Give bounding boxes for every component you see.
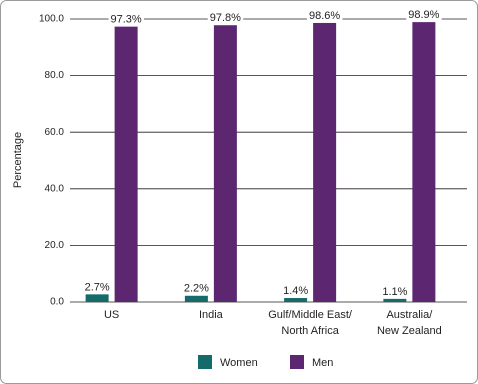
y-tick-label: 60.0 (45, 127, 65, 138)
legend-label: Men (312, 357, 333, 369)
bar (284, 298, 308, 302)
y-tick-label: 20.0 (45, 240, 65, 251)
value-label: 1.4% (283, 285, 308, 297)
x-tick-label: Australia/New Zealand (377, 309, 442, 337)
x-tick-label: India (199, 309, 224, 321)
label-background (82, 281, 112, 294)
x-tick-label: Gulf/Middle East/North Africa (268, 309, 353, 337)
legend-swatch (198, 355, 212, 369)
bar (412, 22, 436, 302)
y-tick-label: 40.0 (45, 183, 65, 194)
value-label: 98.6% (309, 10, 340, 22)
value-label: 2.7% (85, 281, 110, 293)
bar (313, 22, 337, 302)
label-background (380, 285, 410, 298)
bar (213, 25, 237, 302)
label-background (406, 9, 442, 22)
x-tick-label: US (104, 309, 119, 321)
label-background (307, 9, 343, 22)
bar (114, 26, 138, 303)
bar (184, 295, 208, 302)
y-tick-label: 100.0 (39, 14, 64, 25)
y-axis-label: Percentage (12, 132, 24, 188)
y-tick-label: 80.0 (45, 70, 65, 81)
bar (383, 298, 407, 302)
legend-label: Women (220, 357, 258, 369)
label-background (108, 13, 144, 26)
label-background (281, 284, 311, 297)
label-background (181, 282, 212, 295)
value-label: 97.3% (111, 14, 142, 26)
label-background (207, 12, 244, 25)
legend-swatch (290, 355, 304, 369)
value-label: 2.2% (184, 283, 209, 295)
value-label: 97.8% (210, 12, 241, 24)
value-label: 1.1% (382, 286, 407, 298)
value-label: 98.9% (408, 9, 439, 21)
bar (85, 294, 109, 302)
y-tick-label: 0.0 (50, 297, 64, 308)
